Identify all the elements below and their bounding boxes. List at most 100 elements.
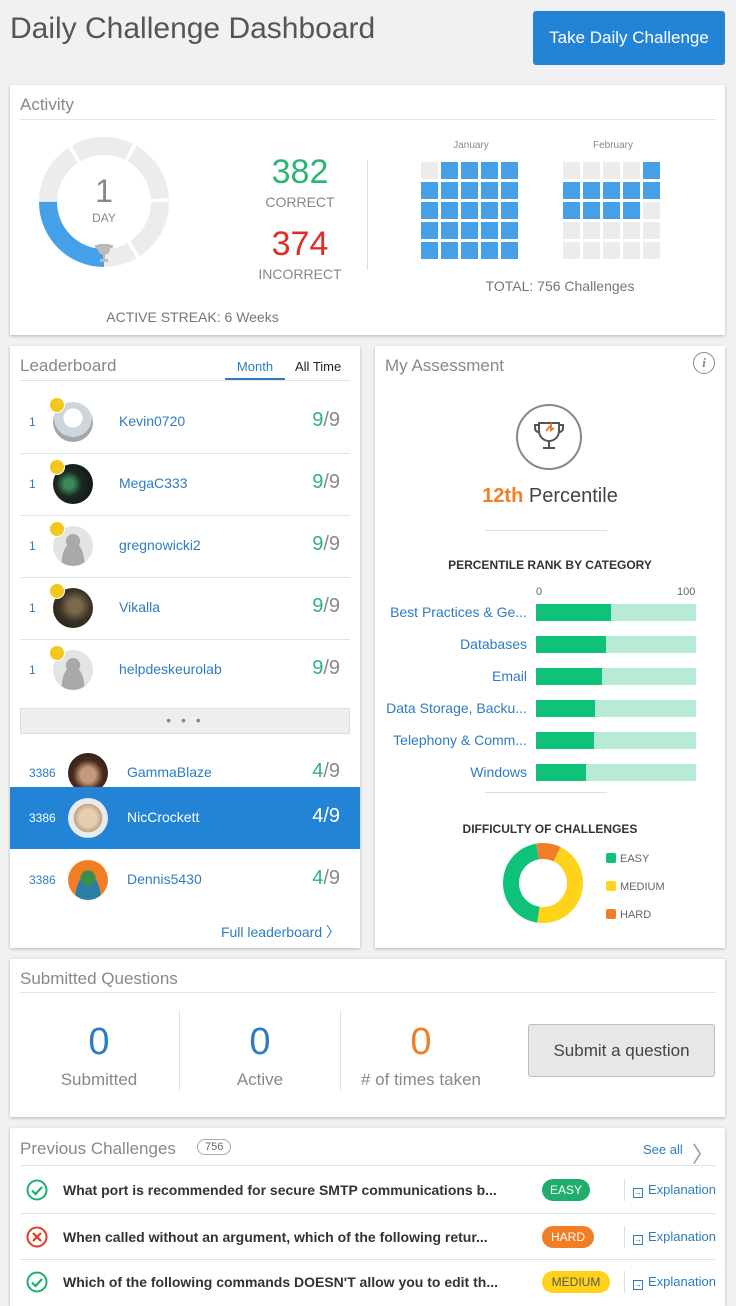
challenge-row[interactable]: When called without an argument, which o… xyxy=(10,1214,725,1260)
username[interactable]: Dennis5430 xyxy=(127,871,202,887)
trophy-icon xyxy=(534,422,564,449)
category-bar-track xyxy=(536,732,696,749)
challenge-row[interactable]: What port is recommended for secure SMTP… xyxy=(10,1167,725,1213)
username[interactable]: helpdeskeurolab xyxy=(119,661,222,677)
calendar-day xyxy=(481,242,498,259)
incorrect-label: INCORRECT xyxy=(258,266,342,282)
category-row: Email xyxy=(375,667,725,687)
leaderboard-row[interactable]: 3386 GammaBlaze 4/9 xyxy=(10,742,360,804)
calendar-day xyxy=(501,242,518,259)
calendar-day xyxy=(481,182,498,199)
divider xyxy=(20,1165,715,1166)
category-bar-fill xyxy=(536,732,594,749)
calendar-day xyxy=(421,182,438,199)
calendar-day xyxy=(563,242,580,259)
calendar-day xyxy=(603,182,620,199)
rank: 1 xyxy=(29,477,36,491)
challenge-row[interactable]: Which of the following commands DOESN'T … xyxy=(10,1259,725,1305)
streak-value: 1 xyxy=(95,173,113,209)
leaderboard-row[interactable]: 1 Kevin0720 9/9 xyxy=(10,391,360,453)
username[interactable]: MegaC333 xyxy=(119,475,188,491)
leaderboard-card: Leaderboard Month All Time 1 Kevin0720 9… xyxy=(10,346,360,948)
divider xyxy=(485,530,607,531)
incorrect-stat: 374 INCORRECT xyxy=(230,225,370,282)
category-label[interactable]: Data Storage, Backu... xyxy=(386,700,527,716)
category-bar-fill xyxy=(536,636,607,653)
username[interactable]: GammaBlaze xyxy=(127,764,212,780)
leaderboard-row[interactable]: 1 Vikalla 9/9 xyxy=(10,577,360,639)
rank: 3386 xyxy=(29,811,56,825)
calendar-day xyxy=(441,222,458,239)
leaderboard-row[interactable]: 1 helpdeskeurolab 9/9 xyxy=(10,639,360,701)
explanation-link[interactable]: → Explanation xyxy=(633,1182,716,1198)
difficulty-donut xyxy=(503,843,583,923)
challenge-question[interactable]: When called without an argument, which o… xyxy=(63,1229,488,1245)
category-bar-track xyxy=(536,764,696,781)
calendar-day xyxy=(441,242,458,259)
calendar-day xyxy=(461,222,478,239)
challenge-question[interactable]: Which of the following commands DOESN'T … xyxy=(63,1274,498,1290)
username[interactable]: Kevin0720 xyxy=(119,413,186,429)
category-label[interactable]: Databases xyxy=(460,636,527,652)
category-label[interactable]: Email xyxy=(491,668,527,684)
explanation-link[interactable]: → Explanation xyxy=(633,1274,716,1290)
category-label[interactable]: Windows xyxy=(470,764,527,780)
calendar-day xyxy=(623,162,640,179)
calendar-january xyxy=(421,162,518,259)
challenge-question[interactable]: What port is recommended for secure SMTP… xyxy=(63,1182,497,1198)
calendar-day xyxy=(583,162,600,179)
username[interactable]: NicCrockett xyxy=(127,809,200,825)
calendar-day xyxy=(623,242,640,259)
show-more-button[interactable]: • • • xyxy=(20,708,350,734)
full-leaderboard-link[interactable]: Full leaderboard 〉 xyxy=(220,924,340,940)
chevron-right-icon[interactable]: 〉 xyxy=(692,1142,715,1167)
leaderboard-row[interactable]: 1 gregnowicki2 9/9 xyxy=(10,515,360,577)
difficulty-badge: HARD xyxy=(542,1226,594,1248)
activity-card: Activity 1 DAY 382 CORRECT 374 INCORRECT… xyxy=(10,85,725,335)
category-label[interactable]: Best Practices & Ge... xyxy=(390,604,527,620)
username[interactable]: gregnowicki2 xyxy=(119,537,201,553)
assessment-card: My Assessment i 12th Percentile PERCENTI… xyxy=(375,346,725,948)
calendar-day xyxy=(501,182,518,199)
calendar-day xyxy=(643,242,660,259)
crown-icon xyxy=(49,397,65,413)
see-all-link[interactable]: See all xyxy=(643,1142,683,1157)
avatar xyxy=(68,798,108,838)
month-label-january: January xyxy=(453,140,489,151)
percentile-text: 12th Percentile xyxy=(482,485,618,507)
external-link-icon: → xyxy=(633,1235,643,1245)
calendar-day xyxy=(421,162,438,179)
rank: 3386 xyxy=(29,766,56,780)
leaderboard-row[interactable]: 1 MegaC333 9/9 xyxy=(10,453,360,515)
category-bar-track xyxy=(536,668,696,685)
divider xyxy=(20,1259,715,1260)
take-daily-challenge-button[interactable]: Take Daily Challenge xyxy=(533,11,725,65)
score: 9/9 xyxy=(312,471,340,493)
legend-swatch xyxy=(606,909,616,919)
divider xyxy=(20,992,715,993)
score: 4/9 xyxy=(312,760,340,782)
trophy-icon xyxy=(95,244,113,262)
info-icon[interactable]: i xyxy=(693,352,715,374)
total-challenges: TOTAL: 756 Challenges xyxy=(485,278,635,294)
external-link-icon: → xyxy=(633,1280,643,1290)
tab-month[interactable]: Month xyxy=(225,359,285,380)
external-link-icon: → xyxy=(633,1188,643,1198)
rank: 1 xyxy=(29,415,36,429)
category-bar-fill xyxy=(536,604,612,621)
legend-medium: MEDIUM xyxy=(606,881,665,893)
calendar-day xyxy=(643,222,660,239)
divider xyxy=(624,1226,625,1248)
divider xyxy=(624,1179,625,1201)
avatar xyxy=(68,753,108,793)
submit-question-button[interactable]: Submit a question xyxy=(528,1024,715,1077)
username[interactable]: Vikalla xyxy=(119,599,160,615)
calendar-day xyxy=(461,182,478,199)
explanation-link[interactable]: → Explanation xyxy=(633,1229,716,1245)
donut-slice-medium xyxy=(503,843,583,923)
category-label[interactable]: Telephony & Comm... xyxy=(393,732,527,748)
tab-all-time[interactable]: All Time xyxy=(295,359,342,374)
leaderboard-row-current-user[interactable]: 3386 NicCrockett 4/9 xyxy=(10,787,360,849)
leaderboard-row[interactable]: 3386 Dennis5430 4/9 xyxy=(10,849,360,911)
divider xyxy=(485,792,607,793)
